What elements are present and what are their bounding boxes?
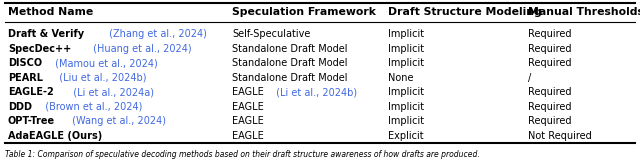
Text: EAGLE: EAGLE [232,131,264,141]
Text: Speculation Framework: Speculation Framework [232,7,376,17]
Text: Standalone Draft Model: Standalone Draft Model [232,58,348,68]
Text: Required: Required [528,58,572,68]
Text: Implicit: Implicit [388,29,424,39]
Text: (Li et al., 2024b): (Li et al., 2024b) [273,87,357,97]
Text: OPT-Tree: OPT-Tree [8,116,55,126]
Text: Method Name: Method Name [8,7,93,17]
Text: Implicit: Implicit [388,102,424,112]
Text: None: None [388,73,413,83]
Text: Required: Required [528,116,572,126]
Text: (Wang et al., 2024): (Wang et al., 2024) [69,116,166,126]
Text: EAGLE: EAGLE [232,116,264,126]
Text: Implicit: Implicit [388,58,424,68]
Text: Not Required: Not Required [528,131,592,141]
Text: PEARL: PEARL [8,73,43,83]
Text: EAGLE: EAGLE [232,102,264,112]
Text: EAGLE-2: EAGLE-2 [8,87,54,97]
Text: Implicit: Implicit [388,87,424,97]
Text: Manual Thresholds: Manual Thresholds [528,7,640,17]
Text: DDD: DDD [8,102,32,112]
Text: Required: Required [528,87,572,97]
Text: Required: Required [528,44,572,54]
Text: /: / [528,73,531,83]
Text: Required: Required [528,102,572,112]
Text: Explicit: Explicit [388,131,424,141]
Text: Draft & Verify: Draft & Verify [8,29,84,39]
Text: (Huang et al., 2024): (Huang et al., 2024) [90,44,191,54]
Text: Standalone Draft Model: Standalone Draft Model [232,44,348,54]
Text: Standalone Draft Model: Standalone Draft Model [232,73,348,83]
Text: EAGLE: EAGLE [232,87,264,97]
Text: (Li et al., 2024a): (Li et al., 2024a) [67,87,154,97]
Text: Required: Required [528,29,572,39]
Text: (Liu et al., 2024b): (Liu et al., 2024b) [53,73,147,83]
Text: Self-Speculative: Self-Speculative [232,29,310,39]
Text: Implicit: Implicit [388,116,424,126]
Text: SpecDec++: SpecDec++ [8,44,71,54]
Text: DISCO: DISCO [8,58,42,68]
Text: Draft Structure Modeling: Draft Structure Modeling [388,7,541,17]
Text: (Brown et al., 2024): (Brown et al., 2024) [39,102,142,112]
Text: (Mamou et al., 2024): (Mamou et al., 2024) [52,58,158,68]
Text: (Zhang et al., 2024): (Zhang et al., 2024) [106,29,207,39]
Text: AdaEAGLE (Ours): AdaEAGLE (Ours) [8,131,102,141]
Text: Implicit: Implicit [388,44,424,54]
Text: Table 1: Comparison of speculative decoding methods based on their draft structu: Table 1: Comparison of speculative decod… [5,150,480,159]
